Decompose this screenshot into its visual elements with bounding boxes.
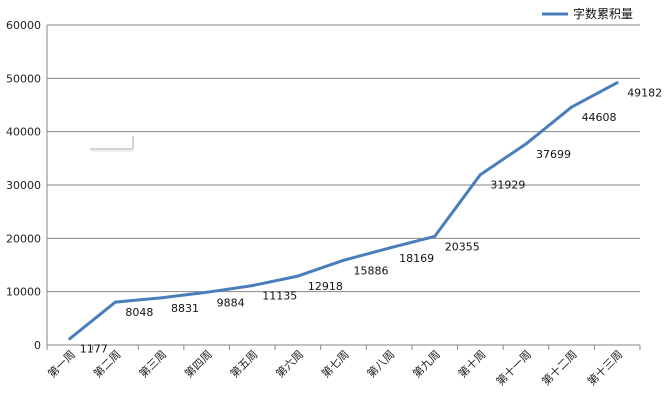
x-tick-label: 第四周 [182, 347, 215, 380]
data-point [478, 173, 482, 177]
data-label: 20355 [445, 240, 480, 253]
data-label: 8831 [171, 302, 199, 315]
legend-label: 字数累积量 [573, 6, 633, 21]
legend: 字数累积量 [542, 6, 633, 21]
x-axis: 第一周 第二周 第三周 第四周 第五周 第六周 第七周 第八周 第九周 第十周 第十一周 第十二周 第十… [45, 345, 641, 388]
data-label: 8048 [125, 306, 153, 319]
data-point [205, 290, 209, 294]
x-tick-label: 第八周 [364, 347, 397, 380]
data-point [250, 284, 254, 288]
y-tick-label: 50000 [6, 72, 41, 85]
y-tick-label: 0 [34, 339, 41, 352]
x-tick-label: 第九周 [410, 347, 443, 380]
data-label: 15886 [354, 264, 389, 277]
x-tick-label: 第三周 [136, 347, 169, 380]
x-tick-label: 第五周 [227, 347, 260, 380]
data-point [296, 274, 300, 278]
data-label: 49182 [627, 87, 662, 100]
data-label: 18169 [399, 252, 434, 265]
data-label: 31929 [490, 179, 525, 192]
data-label: 11135 [262, 290, 297, 303]
y-tick-label: 10000 [6, 286, 41, 299]
data-point [113, 300, 117, 304]
gridlines [47, 24, 640, 346]
data-label: 9884 [217, 296, 245, 309]
series-cumulative-words [68, 81, 619, 341]
data-point [159, 296, 163, 300]
x-tick-label: 第一周 [45, 347, 78, 380]
y-tick-label: 30000 [6, 179, 41, 192]
y-axis: 0 10000 20000 30000 40000 50000 60000 [6, 19, 48, 352]
data-point [68, 337, 72, 341]
data-point [387, 246, 391, 250]
x-tick-label: 第六周 [273, 347, 306, 380]
x-tick-label: 第十三周 [584, 347, 625, 388]
data-labels: 1177 8048 8831 9884 11135 12918 15886 18169 2035… [80, 87, 662, 356]
series-line [68, 81, 618, 340]
x-tick-label: 第七周 [318, 347, 351, 380]
stray-mark [90, 136, 134, 152]
x-tick-label: 第十周 [455, 347, 488, 380]
data-label: 37699 [536, 148, 571, 161]
x-tick-label: 第十二周 [539, 347, 580, 388]
x-tick-label: 第十一周 [493, 347, 534, 388]
data-point [615, 81, 619, 85]
data-point [570, 105, 574, 109]
data-label: 12918 [308, 280, 343, 293]
data-label: 1177 [80, 343, 108, 356]
y-tick-label: 20000 [6, 232, 41, 245]
data-point [524, 142, 528, 146]
y-tick-label: 40000 [6, 126, 41, 139]
data-label: 44608 [582, 111, 617, 124]
data-point [342, 258, 345, 262]
y-tick-label: 60000 [6, 19, 41, 32]
data-point [433, 234, 437, 238]
